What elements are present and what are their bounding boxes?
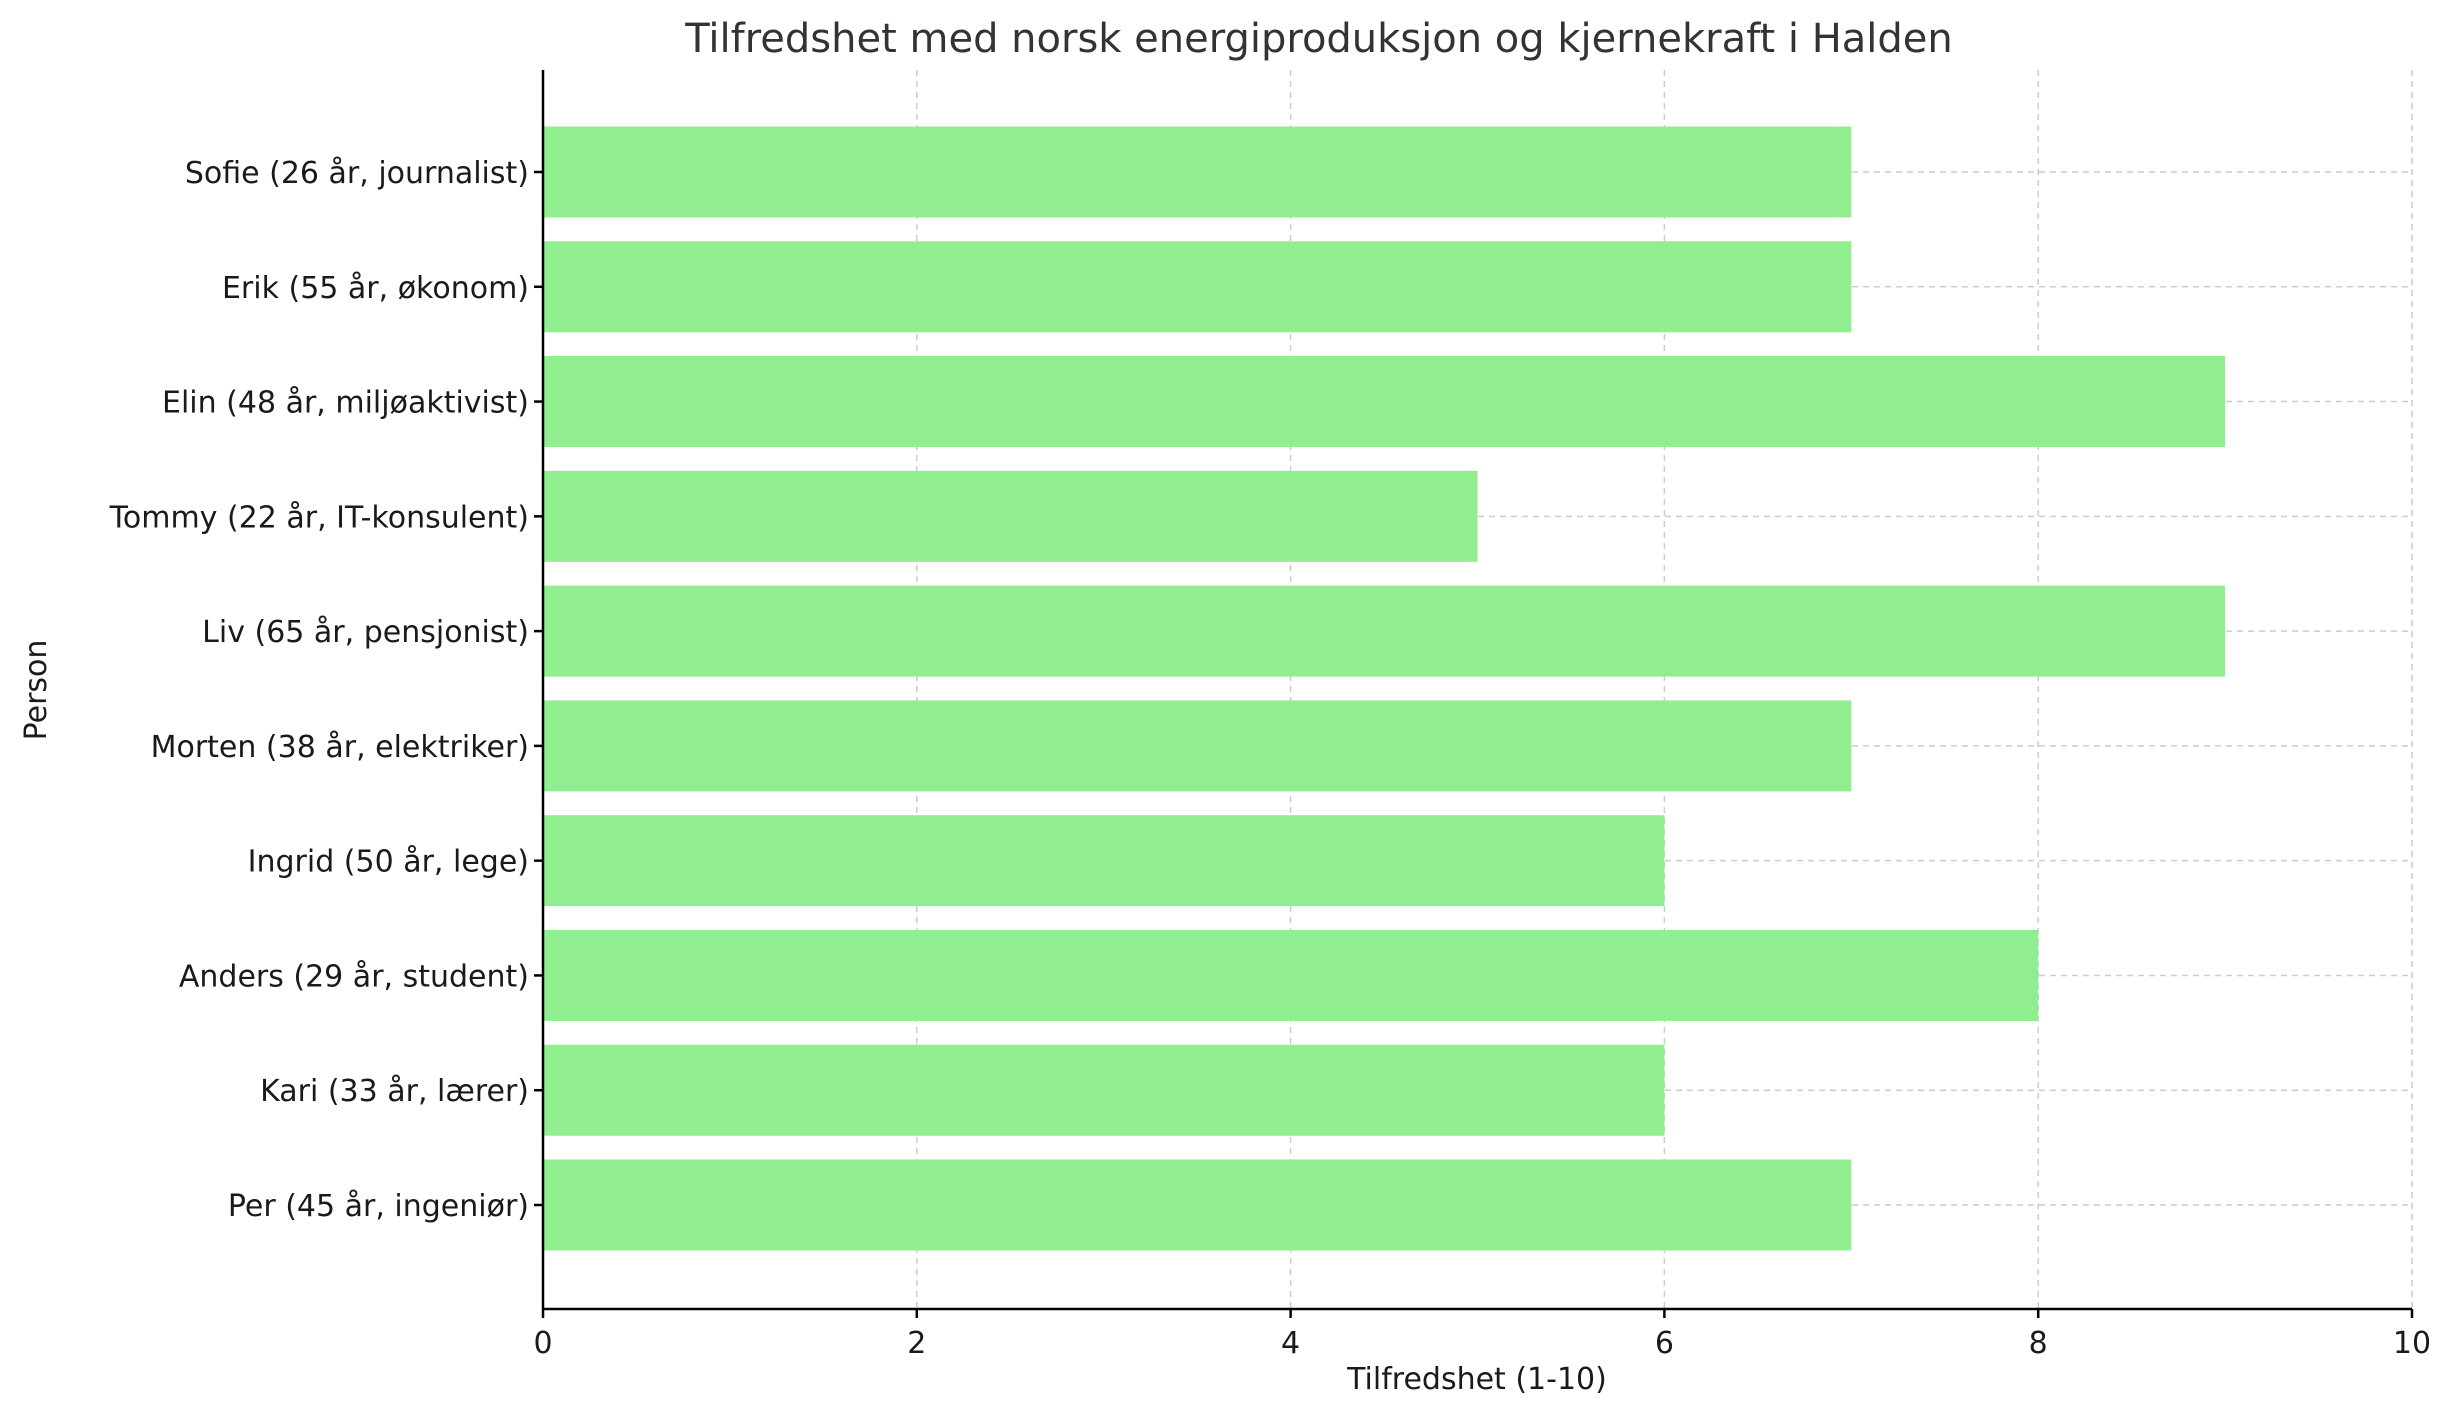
bar — [543, 815, 1665, 907]
bar — [543, 585, 2226, 677]
y-tick-label: Kari (33 år, lærer) — [260, 1074, 529, 1109]
y-tick-label: Liv (65 år, pensjonist) — [202, 615, 529, 650]
y-tick-label: Elin (48 år, miljøaktivist) — [162, 386, 529, 421]
x-ticks: 0 2 4 6 8 10 — [533, 1309, 2431, 1361]
y-tick-label: Anders (29 år, student) — [179, 959, 529, 994]
x-tick-label: 8 — [2029, 1326, 2048, 1361]
bar — [543, 1159, 1852, 1251]
x-tick-label: 0 — [533, 1326, 552, 1361]
bar — [543, 700, 1852, 792]
y-axis-label: Person — [19, 640, 54, 741]
y-ticks: Per (45 år, ingeniør) Kari (33 år, lærer)… — [109, 156, 543, 1224]
y-tick-label: Morten (38 år, elektriker) — [151, 730, 529, 765]
bar — [543, 929, 2039, 1021]
x-axis-label: Tilfredshet (1-10) — [1346, 1362, 1607, 1397]
x-tick-label: 4 — [1281, 1326, 1300, 1361]
bar — [543, 356, 2226, 448]
y-tick-label: Tommy (22 år, IT-konsulent) — [109, 500, 529, 535]
bar — [543, 241, 1852, 333]
y-tick-label: Per (45 år, ingeniør) — [228, 1189, 529, 1224]
x-tick-label: 2 — [907, 1326, 926, 1361]
bars — [543, 126, 2226, 1251]
y-tick-label: Ingrid (50 år, lege) — [248, 845, 529, 880]
bar — [543, 126, 1852, 218]
y-tick-label: Sofie (26 år, journalist) — [185, 156, 529, 191]
axes — [541, 70, 2412, 1311]
x-tick-label: 6 — [1655, 1326, 1674, 1361]
chart-title: Tilfredshet med norsk energiproduksjon o… — [684, 16, 1953, 62]
bar — [543, 470, 1478, 562]
bar — [543, 1044, 1665, 1136]
x-tick-label: 10 — [2393, 1326, 2431, 1361]
y-tick-label: Erik (55 år, økonom) — [222, 271, 529, 306]
